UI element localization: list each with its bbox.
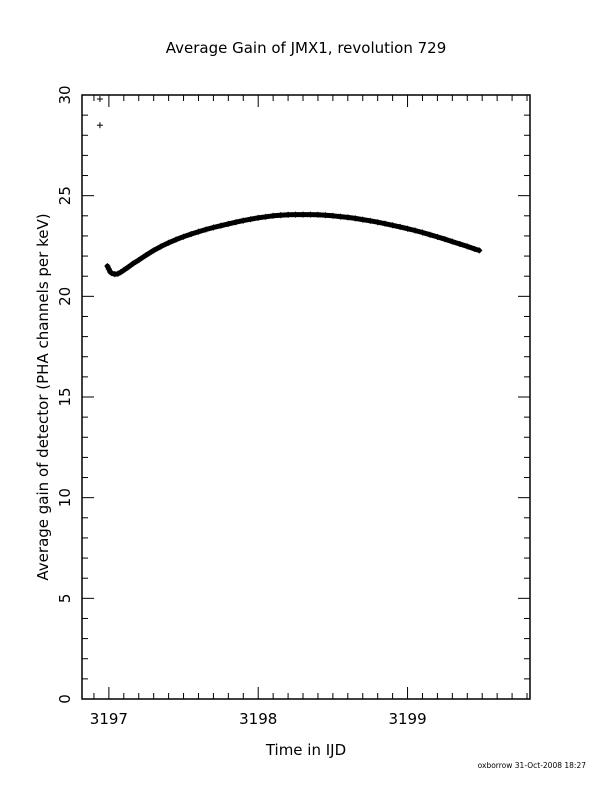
- chart-title: Average Gain of JMX1, revolution 729: [166, 39, 447, 57]
- axis-ticks: [82, 94, 530, 700]
- data-points: [96, 96, 483, 278]
- data-point: [96, 122, 103, 129]
- plot-frame: [81, 94, 531, 700]
- y-tick-label: 30: [56, 85, 74, 104]
- x-tick-label: 3197: [90, 710, 128, 728]
- y-tick-label: 5: [56, 594, 74, 604]
- x-tick-label: 3199: [388, 710, 426, 728]
- y-tick-label: 10: [56, 488, 74, 507]
- series-band: [104, 212, 482, 277]
- y-tick-labels: 0 5 10 15 20 25 30: [56, 85, 74, 703]
- y-axis-label: Average gain of detector (PHA channels p…: [34, 213, 52, 580]
- x-axis-label: Time in IJD: [265, 741, 346, 759]
- x-tick-label: 3198: [239, 710, 277, 728]
- y-tick-label: 20: [56, 287, 74, 306]
- data-point: [96, 96, 103, 103]
- y-tick-label: 0: [56, 694, 74, 704]
- footer-stamp: oxborrow 31-Oct-2008 18:27: [478, 761, 587, 770]
- y-tick-label: 15: [56, 387, 74, 406]
- y-tick-label: 25: [56, 186, 74, 205]
- x-tick-labels: 3197 3198 3199: [90, 710, 427, 728]
